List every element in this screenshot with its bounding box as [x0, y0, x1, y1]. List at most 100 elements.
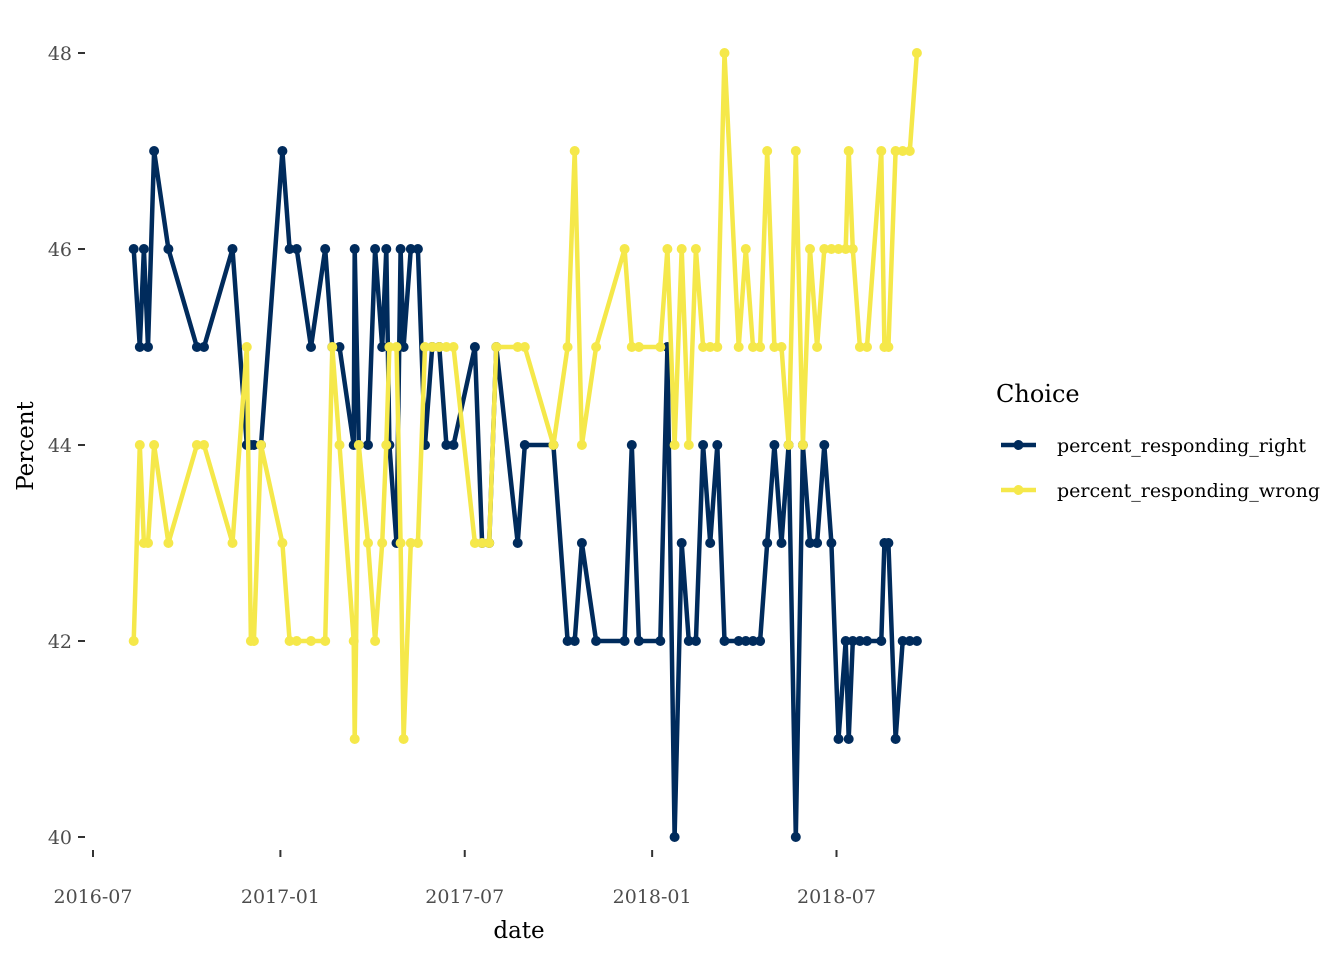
data-point: [911, 636, 922, 646]
data-point: [626, 342, 637, 352]
data-point: [569, 146, 580, 156]
data-point: [163, 244, 174, 254]
data-point: [405, 244, 416, 254]
data-point: [420, 342, 430, 352]
y-tick-label: 42: [48, 631, 72, 653]
data-point: [320, 244, 331, 254]
legend-title: Choice: [996, 380, 1080, 408]
data-point: [669, 440, 680, 450]
data-point: [776, 538, 787, 548]
data-point: [840, 636, 851, 646]
data-point: [762, 538, 773, 548]
data-point: [128, 636, 139, 646]
data-point: [149, 440, 160, 450]
data-point: [548, 440, 559, 450]
data-point: [897, 146, 908, 156]
data-point: [143, 342, 153, 352]
data-point: [843, 734, 854, 744]
y-tick-label: 46: [48, 239, 72, 261]
data-point: [904, 146, 915, 156]
data-point: [353, 440, 364, 450]
data-point: [381, 244, 392, 254]
data-point: [676, 244, 687, 254]
data-point: [448, 342, 459, 352]
data-point: [712, 342, 723, 352]
data-point: [769, 342, 780, 352]
data-point: [690, 636, 701, 646]
data-point: [248, 636, 259, 646]
legend-key-point: [1013, 485, 1024, 495]
data-point: [783, 440, 794, 450]
data-point: [448, 440, 459, 450]
data-point: [805, 244, 815, 254]
data-point: [363, 538, 373, 548]
data-point: [655, 636, 666, 646]
data-point: [591, 636, 602, 646]
data-point: [698, 440, 709, 450]
data-point: [712, 440, 723, 450]
data-point: [705, 538, 716, 548]
data-point: [477, 538, 488, 548]
data-point: [619, 244, 630, 254]
data-point: [441, 342, 452, 352]
data-point: [819, 440, 830, 450]
data-point: [377, 538, 388, 548]
plot-area: [128, 48, 922, 842]
legend-key-point: [1013, 440, 1024, 450]
data-point: [762, 146, 773, 156]
y-tick-label: 48: [48, 43, 72, 65]
data-point: [683, 636, 694, 646]
data-point: [890, 734, 901, 744]
data-point: [241, 342, 252, 352]
data-point: [434, 342, 445, 352]
data-point: [576, 440, 587, 450]
data-point: [395, 538, 406, 548]
data-point: [591, 342, 602, 352]
data-point: [897, 636, 908, 646]
x-tick-label: 2018-01: [613, 886, 692, 908]
data-point: [128, 244, 139, 254]
data-point: [812, 342, 823, 352]
data-point: [562, 636, 573, 646]
x-tick-label: 2016-07: [54, 886, 133, 908]
data-point: [576, 538, 587, 548]
data-point: [512, 342, 523, 352]
data-point: [843, 146, 854, 156]
data-point: [676, 538, 687, 548]
data-point: [819, 244, 830, 254]
data-point: [755, 636, 766, 646]
data-point: [854, 342, 865, 352]
data-point: [812, 538, 823, 548]
data-point: [883, 342, 894, 352]
data-point: [320, 636, 331, 646]
data-point: [733, 636, 744, 646]
legend-label-wrong: percent_responding_wrong: [1057, 480, 1320, 502]
data-point: [833, 244, 844, 254]
data-point: [769, 440, 780, 450]
data-point: [469, 538, 480, 548]
data-point: [512, 538, 523, 548]
x-axis: 2016-07 2017-01 2017-07 2018-01 2018-07: [54, 850, 876, 908]
data-point: [398, 734, 409, 744]
data-point: [412, 244, 423, 254]
data-point: [633, 636, 644, 646]
data-point: [149, 146, 160, 156]
data-point: [395, 244, 406, 254]
data-point: [306, 342, 316, 352]
data-point: [776, 342, 787, 352]
data-point: [662, 244, 673, 254]
data-point: [683, 440, 694, 450]
data-point: [733, 342, 744, 352]
data-point: [277, 538, 288, 548]
data-point: [862, 636, 872, 646]
x-tick-label: 2017-01: [241, 886, 320, 908]
y-tick-label: 40: [48, 827, 72, 849]
data-point: [740, 636, 751, 646]
data-point: [876, 636, 887, 646]
data-point: [669, 832, 680, 842]
data-point: [381, 440, 392, 450]
data-point: [284, 244, 295, 254]
data-point: [370, 244, 381, 254]
data-point: [904, 636, 915, 646]
